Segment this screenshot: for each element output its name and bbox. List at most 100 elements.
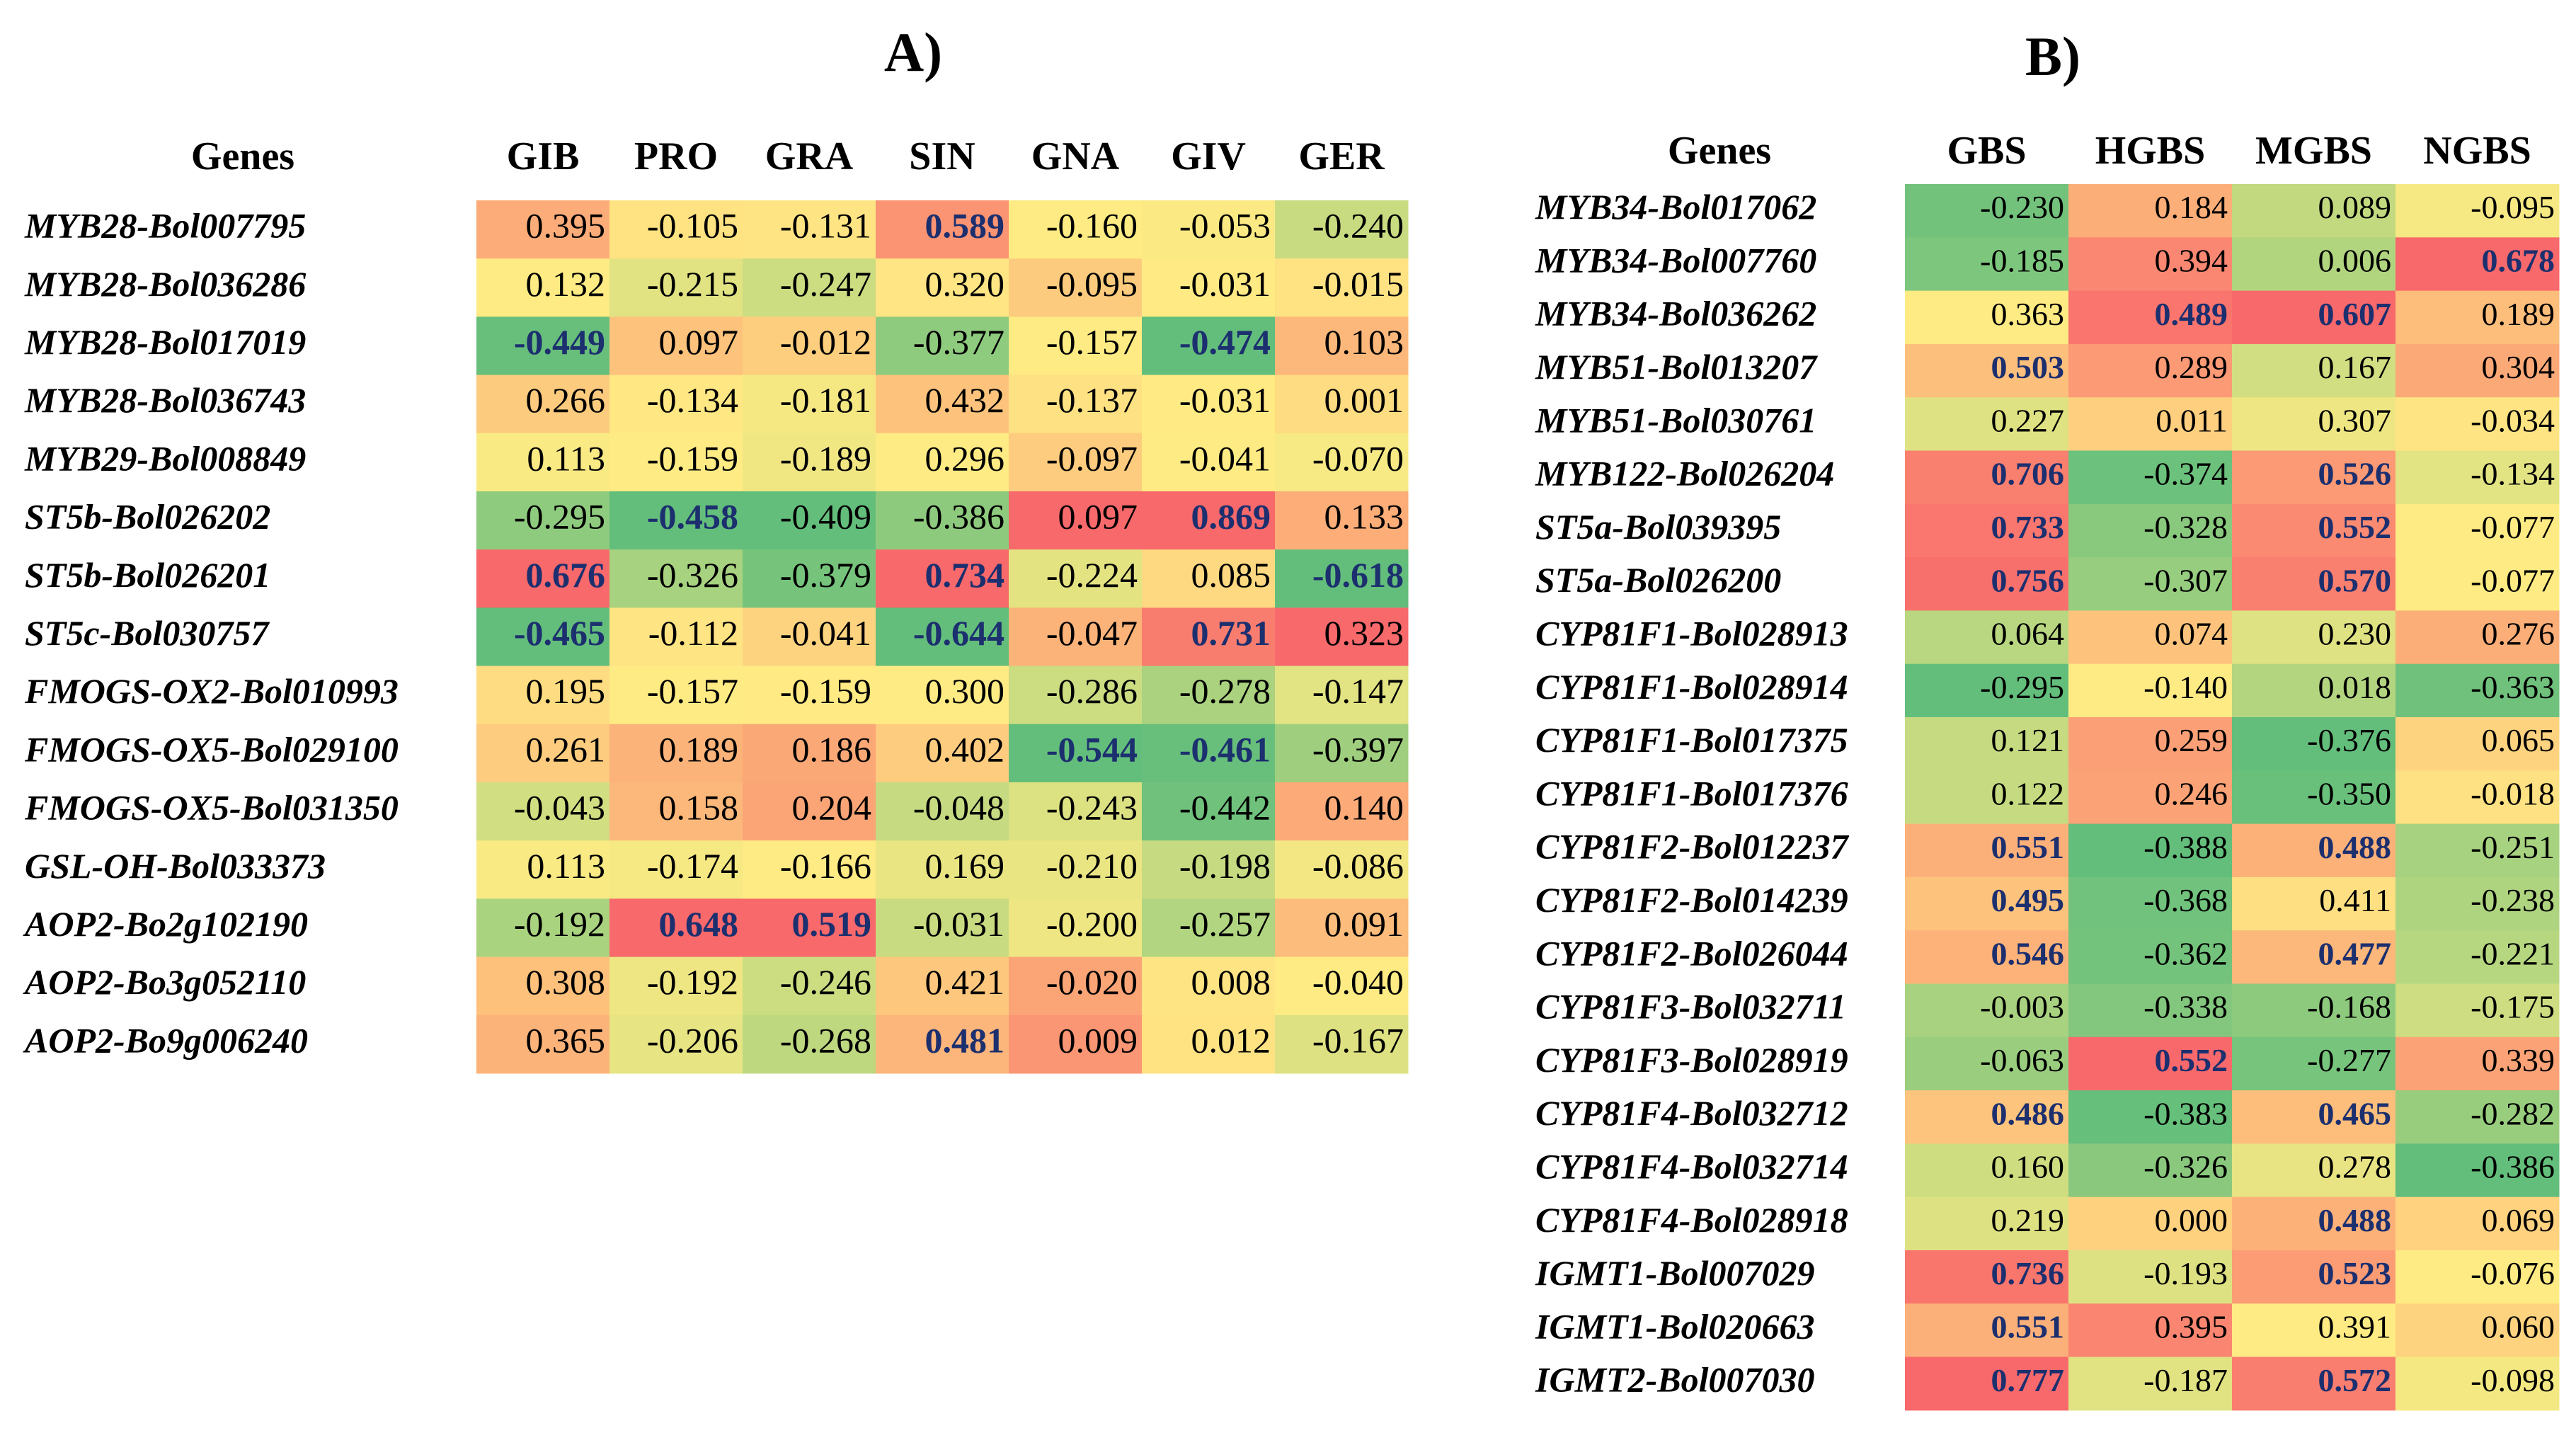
heat-cell [1142, 782, 1276, 841]
heat-cell [2232, 503, 2396, 558]
cell-value: -0.230 [1980, 189, 2064, 225]
heat-cell [476, 433, 610, 492]
heat-cell [1275, 549, 1409, 608]
heat-cell [1275, 200, 1409, 259]
heat-cell [2068, 717, 2233, 771]
cell-value: -0.053 [1179, 206, 1271, 246]
cell-value: -0.193 [2143, 1255, 2228, 1291]
heat-cell [2232, 237, 2396, 292]
heat-cell [1905, 663, 2069, 718]
heat-cell [743, 898, 876, 958]
heat-cell [1142, 665, 1276, 725]
cell-value: -0.350 [2307, 776, 2391, 812]
cell-value: -0.003 [1980, 989, 2064, 1025]
heat-cell [2068, 930, 2233, 984]
heat-cell [2232, 663, 2396, 718]
cell-value: 0.481 [925, 1020, 1005, 1060]
heat-cell [743, 549, 876, 608]
heat-cell [1009, 316, 1143, 376]
heat-cell [1275, 316, 1409, 376]
heat-cell [876, 724, 1009, 783]
cell-value: -0.644 [913, 613, 1004, 653]
cell-value: 0.589 [925, 206, 1005, 246]
column-header: GER [1298, 135, 1385, 178]
heat-cell [2395, 557, 2560, 611]
heat-cell [2395, 237, 2560, 292]
heat-cell [2232, 930, 2396, 984]
cell-value: 0.074 [2155, 616, 2228, 652]
cell-value: 0.363 [1991, 296, 2065, 332]
heat-cell [1009, 607, 1143, 667]
heat-cell [2395, 770, 2560, 825]
heat-cell [2395, 397, 2560, 451]
cell-value: -0.187 [2143, 1362, 2228, 1398]
heat-cell [1275, 491, 1409, 550]
heat-cell [476, 607, 610, 667]
heat-cell [2068, 503, 2233, 558]
cell-value: 0.465 [2318, 1095, 2392, 1131]
heat-cell [2068, 610, 2233, 665]
heat-cell [876, 491, 1009, 550]
heat-cell [2068, 1143, 2233, 1198]
cell-value: -0.282 [2471, 1095, 2555, 1131]
gene-label: MYB51-Bol013207 [1535, 347, 1818, 387]
heat-cell [2232, 983, 2396, 1038]
cell-value: -0.076 [2471, 1255, 2555, 1291]
cell-value: -0.137 [1046, 380, 1138, 420]
cell-value: -0.544 [1046, 729, 1138, 769]
gene-header: Genes [1668, 129, 1771, 173]
heat-cell [2395, 876, 2560, 931]
cell-value: -0.386 [913, 497, 1004, 537]
cell-value: -0.618 [1312, 555, 1404, 595]
heat-cell [1275, 258, 1409, 317]
cell-value: 0.648 [659, 904, 739, 944]
cell-value: -0.388 [2143, 829, 2228, 865]
cell-value: -0.134 [647, 380, 738, 420]
heat-cell [1905, 343, 2069, 398]
cell-value: 0.195 [526, 671, 606, 711]
cell-value: -0.098 [2471, 1362, 2555, 1398]
gene-label: MYB29-Bol008849 [24, 438, 306, 478]
heat-cell [2395, 1303, 2560, 1358]
cell-value: 0.731 [1191, 613, 1271, 653]
cell-value: 0.189 [2482, 296, 2555, 332]
cell-value: 0.140 [1324, 788, 1404, 828]
cell-value: -0.383 [2143, 1095, 2228, 1131]
cell-value: -0.048 [913, 788, 1004, 828]
heat-cell [1905, 557, 2069, 611]
heat-cell [1142, 316, 1276, 376]
heat-cell [1275, 782, 1409, 841]
heat-cell [876, 375, 1009, 434]
heat-cell [476, 258, 610, 317]
heat-cell [2395, 1036, 2560, 1091]
cell-value: 0.160 [1991, 1149, 2065, 1185]
heat-cell [2232, 557, 2396, 611]
cell-value: -0.159 [647, 438, 738, 478]
cell-value: 0.411 [2319, 882, 2391, 918]
gene-label: MYB34-Bol007760 [1535, 240, 1816, 280]
heat-cell [2395, 184, 2560, 238]
heat-cell [876, 316, 1009, 376]
cell-value: -0.185 [1980, 243, 2064, 279]
cell-value: -0.077 [2471, 509, 2555, 545]
heat-cell [476, 782, 610, 841]
heat-cell [2232, 343, 2396, 398]
heat-cell [609, 316, 743, 376]
cell-value: 0.158 [659, 788, 739, 828]
cell-value: 0.488 [2318, 1202, 2392, 1238]
cell-value: 0.113 [527, 438, 605, 478]
column-header: GRA [765, 135, 854, 178]
heat-cell [1142, 1015, 1276, 1074]
heat-cell [1142, 433, 1276, 492]
gene-label: CYP81F1-Bol028914 [1535, 667, 1848, 707]
heat-cell [743, 316, 876, 376]
cell-value: -0.200 [1046, 904, 1138, 944]
cell-value: 0.733 [1991, 509, 2065, 545]
cell-value: 0.402 [925, 729, 1005, 769]
heat-cell [2068, 876, 2233, 931]
heat-cell [2395, 823, 2560, 878]
gene-label: AOP2-Bo3g052110 [23, 962, 306, 1002]
heat-cell [743, 607, 876, 667]
column-header: GNA [1031, 135, 1120, 178]
heat-cell [1009, 898, 1143, 958]
